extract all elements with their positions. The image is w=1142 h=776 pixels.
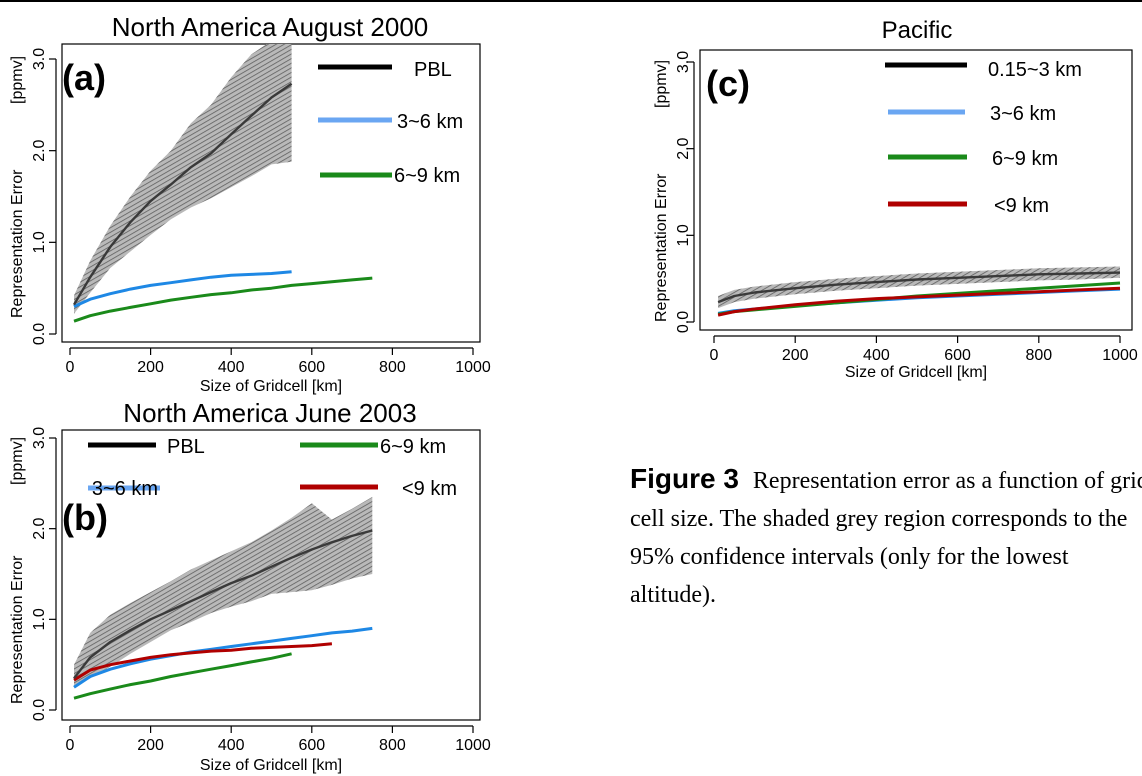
panel-c-x-tick-label: 1000: [1102, 347, 1138, 364]
panel-a-series-line-2: [73, 276, 373, 323]
panel-a-y-tick-label: 1.0: [31, 231, 48, 253]
panel-c-legend-label-1: 3~6 km: [990, 103, 1056, 125]
panel-b-series-layer: [73, 529, 373, 700]
panel-b-y-tick-label: 1.0: [31, 608, 48, 630]
panel-b-legend-label-3: <9 km: [402, 478, 457, 500]
panel-c-series-line-3: [717, 286, 1121, 317]
panel-c-legend-label-2: 6~9 km: [992, 148, 1058, 170]
panel-c-y-tick-label: 2.0: [675, 137, 692, 159]
panel-a-x-tick-label: 800: [379, 359, 406, 376]
panel-a-x-tick-label: 600: [298, 359, 325, 376]
panel-a-legend-label-2: 6~9 km: [394, 165, 460, 187]
panel-a-legend: PBL 3~6 km 6~9 km: [318, 59, 463, 187]
panel-a-x-tick-label: 400: [218, 359, 245, 376]
panel-b-legend-label-0: PBL: [167, 436, 205, 458]
panel-c-x-tick-label: 0: [710, 347, 719, 364]
panel-a-label: (a): [62, 57, 106, 98]
panel-b-band-layer: [74, 496, 373, 688]
panel-c-xlabel: Size of Gridcell [km]: [845, 364, 987, 381]
panel-b-plot-frame: [61, 429, 481, 721]
panel-b-label: (b): [62, 497, 108, 538]
panel-b-legend-label-1: 3~6 km: [92, 478, 158, 500]
panel-b-x-tick-label: 400: [218, 737, 245, 754]
panel-c-ylabel: Representation Error: [653, 173, 670, 322]
figure-label: Figure 3: [630, 463, 739, 494]
panel-a-x-axis: 0 200 400 600 800 1000: [66, 347, 491, 376]
panel-b-yunit: [ppmv]: [9, 437, 26, 485]
panel-b: North America June 2003 0 200 400 600 800 100…: [9, 398, 491, 774]
panel-c-label: (c): [706, 63, 750, 104]
panel-b-x-axis: 0 200 400 600 800 1000: [66, 725, 491, 754]
panel-a-x-tick-label: 0: [66, 359, 75, 376]
panel-a-series-line-0: [72, 82, 293, 306]
panel-c-x-tick-label: 800: [1025, 347, 1052, 364]
panel-a-y-tick-label: 0.0: [31, 323, 48, 345]
panel-b-y-axis: 0.0 1.0 2.0 3.0: [31, 427, 57, 721]
panel-c-legend-label-0: 0.15~3 km: [988, 59, 1082, 81]
panel-b-series-line-2: [73, 652, 292, 700]
panel-c-y-tick-label: 3.0: [675, 51, 692, 73]
caption-text: Representation error as a function of gr…: [630, 468, 1142, 608]
panel-b-y-tick-label: 3.0: [31, 427, 48, 449]
panel-c-yunit: [ppmv]: [653, 60, 670, 108]
panel-a-y-tick-label: 2.0: [31, 139, 48, 161]
panel-a-xlabel: Size of Gridcell [km]: [200, 378, 342, 395]
panel-a-title: North America August 2000: [112, 12, 429, 42]
panel-c-series-layer: [717, 271, 1121, 317]
panel-b-x-tick-label: 1000: [455, 737, 491, 754]
panel-c-x-tick-label: 400: [863, 347, 890, 364]
panel-c-x-tick-label: 600: [944, 347, 971, 364]
panel-b-confidence-band: [74, 496, 373, 688]
panel-b-ylabel: Representation Error: [9, 555, 26, 704]
panel-b-series-line-0: [73, 529, 373, 680]
top-rule: [0, 0, 1142, 2]
panel-c-series-line-0: [717, 271, 1121, 304]
panel-a-ylabel: Representation Error: [9, 169, 26, 318]
panel-b-x-tick-label: 800: [379, 737, 406, 754]
panel-b-series-line-1: [73, 626, 373, 689]
panel-c: Pacific 0 200 400 600 800 1000 0.0 1.0 2.0 3.0 S…: [653, 17, 1138, 381]
panel-b-y-tick-label: 2.0: [31, 517, 48, 539]
panel-c-legend-label-3: <9 km: [994, 195, 1049, 217]
panel-a-confidence-band: [74, 44, 292, 314]
panel-b-legend: PBL 3~6 km 6~9 km <9 km: [88, 436, 457, 500]
panel-b-x-tick-label: 200: [137, 737, 164, 754]
panel-c-title: Pacific: [882, 17, 953, 44]
panel-a-legend-label-1: 3~6 km: [397, 111, 463, 133]
panel-a-legend-label-0: PBL: [414, 59, 452, 81]
figure-caption: Figure 3 Representation error as a functi…: [630, 460, 1142, 614]
panel-c-y-tick-label: 0.0: [675, 311, 692, 333]
panel-a-x-tick-label: 1000: [455, 359, 491, 376]
panel-b-x-tick-label: 600: [298, 737, 325, 754]
panel-a-band-layer: [74, 44, 292, 314]
panel-b-y-tick-label: 0.0: [31, 699, 48, 721]
panel-b-xlabel: Size of Gridcell [km]: [200, 757, 342, 774]
panel-c-band-layer: [718, 266, 1120, 309]
panel-c-y-tick-label: 1.0: [675, 224, 692, 246]
panel-c-legend: 0.15~3 km 3~6 km 6~9 km <9 km: [885, 59, 1082, 217]
panel-a-yunit: [ppmv]: [9, 56, 26, 104]
panel-c-y-axis: 0.0 1.0 2.0 3.0: [675, 51, 695, 333]
panel-c-confidence-band: [718, 266, 1120, 309]
panel-b-x-tick-label: 0: [66, 737, 75, 754]
panel-c-plot-frame: [699, 49, 1133, 331]
panel-a-series-layer: [72, 82, 373, 323]
panel-a-y-tick-label: 3.0: [31, 48, 48, 70]
panel-c-x-axis: 0 200 400 600 800 1000: [710, 335, 1138, 364]
panel-c-x-tick-label: 200: [782, 347, 809, 364]
panel-b-series-line-3: [73, 642, 333, 682]
panel-a-series-line-1: [73, 270, 292, 308]
panel-b-title: North America June 2003: [123, 398, 416, 428]
panel-a-y-axis: 0.0 1.0 2.0 3.0: [31, 48, 57, 345]
panel-a: North America August 2000 0 200 400 600 800 1…: [9, 12, 491, 395]
panel-b-legend-label-2: 6~9 km: [380, 436, 446, 458]
panel-a-x-tick-label: 200: [137, 359, 164, 376]
